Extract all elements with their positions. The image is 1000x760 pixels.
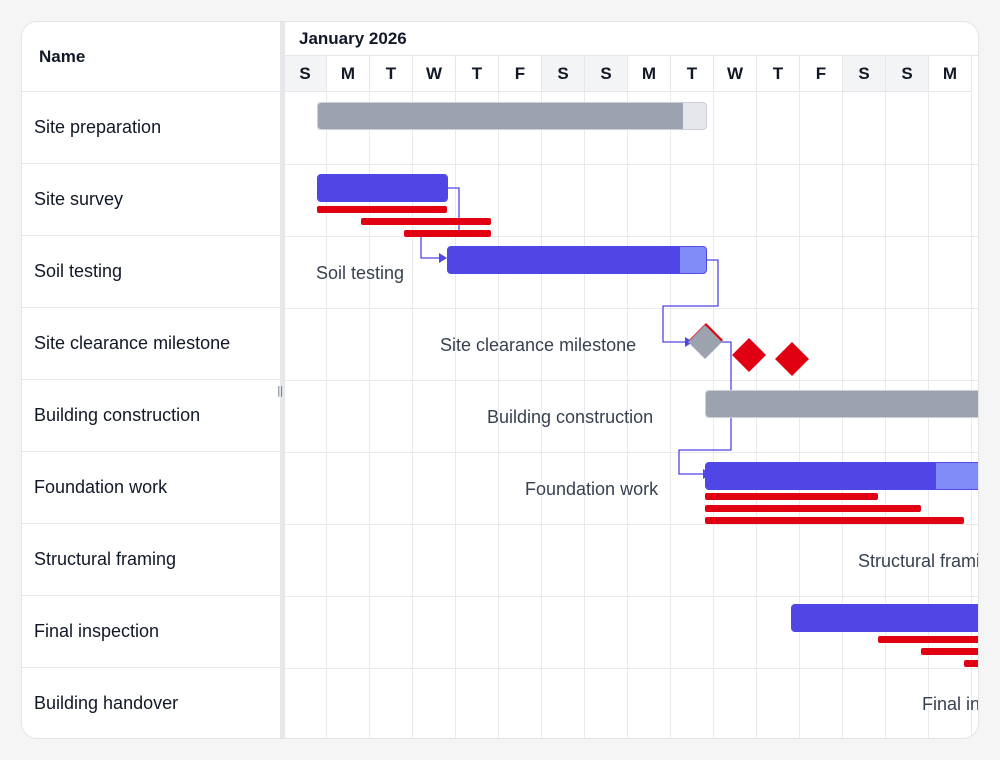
dependency-link-milestone-foundation[interactable] [678,341,732,475]
baseline-bar [317,206,447,213]
task-grid: Name Site preparation Site survey Soil t… [22,22,280,738]
gantt-chart: Name Site preparation Site survey Soil t… [21,21,979,739]
task-label-structural-framing: Structural framing [858,551,979,571]
grid-row-site-preparation[interactable]: Site preparation [22,92,280,164]
day-gridline [326,92,327,738]
day-gridline [369,92,370,738]
grid-row-site-clearance-milestone[interactable]: Site clearance milestone [22,308,280,380]
day-header-cell: W [714,56,757,92]
grid-splitter[interactable] [280,22,285,738]
progress-fill [318,175,447,201]
baseline-bar [404,230,491,237]
day-header-cell: F [499,56,542,92]
day-header-cell: T [456,56,499,92]
day-header-cell: T [370,56,413,92]
day-gridline [670,92,671,738]
task-label-final-inspection: Final inspection [922,694,979,714]
day-header-cell: S [585,56,628,92]
day-header-cell: M [327,56,370,92]
splitter-grip-icon[interactable]: || [277,384,284,397]
task-bar-site-preparation[interactable] [317,102,707,130]
name-column-header[interactable]: Name [22,22,280,92]
baseline-bar [705,517,964,524]
grid-row-foundation-work[interactable]: Foundation work [22,452,280,524]
baseline-bar [705,505,921,512]
task-bar-site-survey[interactable] [317,174,448,202]
day-header-cell: T [757,56,800,92]
dependency-links [420,187,732,479]
day-header-cell: T [671,56,714,92]
progress-fill [792,605,978,631]
row-gridline [285,524,978,525]
grid-row-building-handover[interactable]: Building handover [22,668,280,738]
task-bar-building-construction[interactable] [705,390,978,418]
progress-fill [448,247,681,273]
day-gridline [627,92,628,738]
grid-row-final-inspection[interactable]: Final inspection [22,596,280,668]
day-header-cell: S [843,56,886,92]
progress-fill [706,463,937,489]
day-gridline [541,92,542,738]
task-label-building-construction: Building construction [487,407,654,427]
task-label-soil-testing: Soil testing [316,263,405,283]
day-gridline [412,92,413,738]
day-header-cell: F [800,56,843,92]
grid-row-site-survey[interactable]: Site survey [22,164,280,236]
row-gridline [285,164,978,165]
row-gridline [285,668,978,669]
grid-row-soil-testing[interactable]: Soil testing [22,236,280,308]
day-header-cell: S [285,56,327,92]
link-arrow-icon [439,253,447,263]
task-label-site-clearance: Site clearance milestone [440,335,637,355]
day-header-cell: S [542,56,585,92]
task-bar-final-inspection[interactable] [791,604,978,632]
baseline-bar [361,218,491,225]
baseline-bar [964,660,978,667]
day-header-cell: M [628,56,671,92]
row-gridline [285,236,978,237]
day-header-cell: M [929,56,972,92]
progress-fill [706,391,978,417]
grid-row-building-construction[interactable]: Building construction [22,380,280,452]
row-gridline [285,596,978,597]
day-header-cell: W [413,56,456,92]
task-bar-soil-testing[interactable] [447,246,707,274]
day-gridline [498,92,499,738]
row-gridline [285,380,978,381]
row-gridline [285,452,978,453]
baseline-bar [921,648,978,655]
month-header: January 2026 [285,22,978,56]
baseline-bar [705,493,878,500]
day-header-cell: S [886,56,929,92]
task-label-foundation-work: Foundation work [525,479,659,499]
grid-row-structural-framing[interactable]: Structural framing [22,524,280,596]
progress-fill [318,103,683,129]
dependency-link-survey-soil-tail[interactable] [420,234,439,259]
baseline-bar [878,636,978,643]
row-gridline [285,308,978,309]
task-bar-foundation-work[interactable] [705,462,978,490]
day-gridline [455,92,456,738]
dependency-link-soil-milestone[interactable] [662,259,719,343]
day-gridline [584,92,585,738]
